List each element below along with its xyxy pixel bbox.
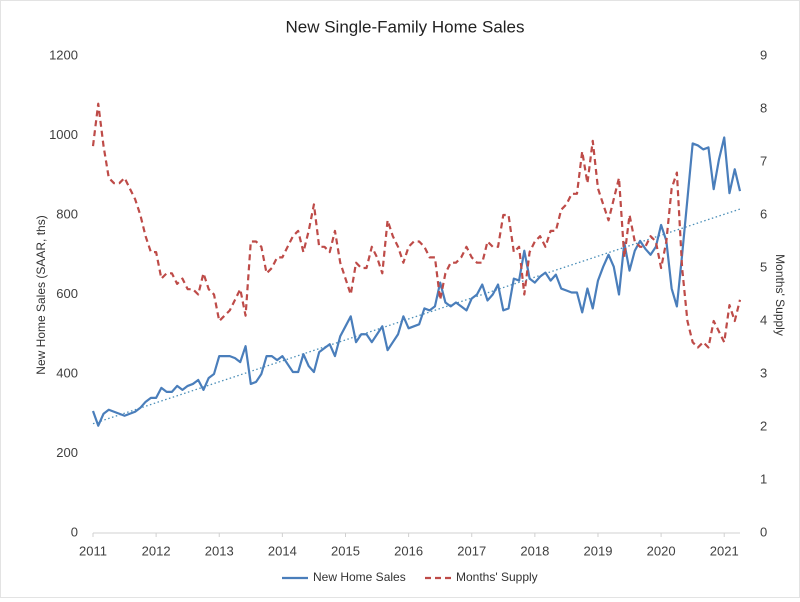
y-tick-label: 1200 [49, 47, 78, 62]
y-axis-title: New Home Sales (SAAR, ths) [34, 215, 48, 374]
y-tick-label: 600 [56, 286, 78, 301]
chart-title: New Single-Family Home Sales [285, 17, 524, 36]
y2-tick-label: 8 [760, 100, 767, 115]
y2-tick-label: 7 [760, 153, 767, 168]
y2-tick-label: 9 [760, 47, 767, 62]
y2-tick-label: 4 [760, 312, 767, 327]
y2-tick-label: 3 [760, 365, 767, 380]
x-tick-label: 2014 [268, 543, 297, 558]
x-tick-label: 2019 [584, 543, 613, 558]
x-tick-label: 2017 [457, 543, 486, 558]
x-tick-label: 2013 [205, 543, 234, 558]
y2-tick-label: 2 [760, 418, 767, 433]
y-tick-label: 1000 [49, 127, 78, 142]
y2-tick-label: 1 [760, 471, 767, 486]
y-tick-label: 800 [56, 206, 78, 221]
x-tick-label: 2018 [520, 543, 549, 558]
y-tick-label: 400 [56, 365, 78, 380]
x-tick-label: 2012 [142, 543, 171, 558]
legend-label: New Home Sales [313, 570, 406, 584]
y2-tick-label: 0 [760, 524, 767, 539]
y2-tick-label: 6 [760, 206, 767, 221]
x-tick-label: 2021 [710, 543, 739, 558]
series-line [91, 102, 742, 349]
x-tick-label: 2016 [394, 543, 423, 558]
y-tick-label: 0 [71, 524, 78, 539]
trend-line [92, 208, 741, 425]
y-tick-label: 200 [56, 445, 78, 460]
x-tick-label: 2015 [331, 543, 360, 558]
x-tick-label: 2011 [79, 543, 107, 558]
y2-tick-label: 5 [760, 259, 767, 274]
legend-label: Months' Supply [456, 570, 538, 584]
x-tick-label: 2020 [647, 543, 676, 558]
y2-axis-title: Months' Supply [773, 254, 787, 336]
series-line [91, 136, 742, 427]
